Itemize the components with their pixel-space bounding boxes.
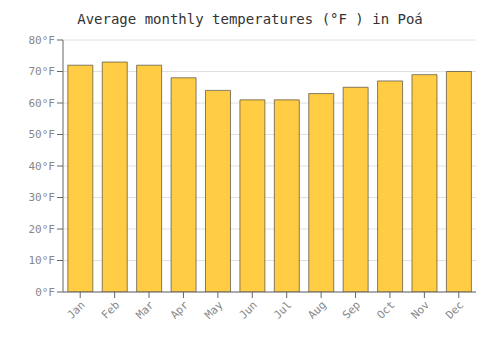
svg-text:60°F: 60°F bbox=[29, 97, 56, 110]
svg-text:70°F: 70°F bbox=[29, 65, 56, 78]
svg-text:30°F: 30°F bbox=[29, 191, 56, 204]
svg-text:Sep: Sep bbox=[340, 298, 363, 321]
svg-text:Dec: Dec bbox=[443, 298, 466, 321]
svg-text:Apr: Apr bbox=[168, 298, 192, 322]
svg-text:40°F: 40°F bbox=[29, 160, 56, 173]
svg-text:Jun: Jun bbox=[237, 298, 260, 321]
svg-text:20°F: 20°F bbox=[29, 223, 56, 236]
svg-text:Mar: Mar bbox=[133, 298, 157, 322]
svg-text:Feb: Feb bbox=[99, 298, 122, 321]
svg-text:Aug: Aug bbox=[306, 298, 329, 321]
svg-text:Jan: Jan bbox=[65, 298, 88, 321]
svg-text:0°F: 0°F bbox=[35, 286, 55, 299]
svg-text:50°F: 50°F bbox=[29, 128, 56, 141]
svg-text:80°F: 80°F bbox=[29, 34, 56, 47]
svg-text:10°F: 10°F bbox=[29, 254, 56, 267]
svg-text:Jul: Jul bbox=[271, 298, 294, 321]
svg-text:Oct: Oct bbox=[374, 298, 397, 321]
svg-text:May: May bbox=[202, 298, 226, 322]
svg-text:Nov: Nov bbox=[409, 298, 433, 322]
html-text:Average monthly temperatures (: Average monthly temperatures (°F ) in Po… bbox=[77, 11, 423, 27]
